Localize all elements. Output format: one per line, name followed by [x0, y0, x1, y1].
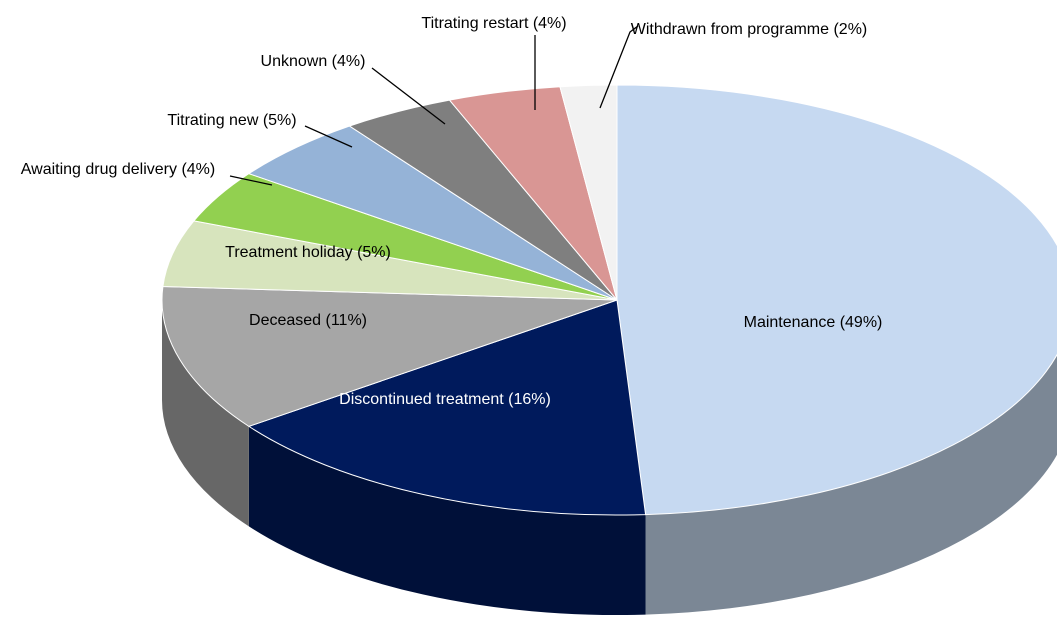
slice [161, 285, 618, 427]
leader-line [371, 67, 446, 125]
leader-line [599, 25, 639, 109]
slice-label: Deceased (11%) [249, 312, 367, 329]
slice [162, 220, 618, 301]
slice-label: Unknown (4%) [260, 53, 366, 70]
leader-line [304, 125, 353, 148]
slice-label: Titrating restart (4%) [421, 15, 567, 32]
slice-label: Discontinued treatment (16%) [339, 391, 551, 408]
slice [559, 84, 618, 301]
slice [247, 125, 618, 301]
slice-label: Maintenance (49%) [743, 314, 883, 331]
slice [247, 299, 647, 516]
slice-label: Treatment holiday (5%) [225, 244, 391, 261]
leader-line [229, 175, 273, 186]
slice-label: Awaiting drug delivery (4%) [20, 161, 216, 178]
slice [616, 84, 1057, 516]
slice-label: Withdrawn from programme (2%) [630, 21, 868, 38]
slice-label: Titrating new (5%) [167, 112, 297, 129]
slice-side [162, 300, 249, 527]
